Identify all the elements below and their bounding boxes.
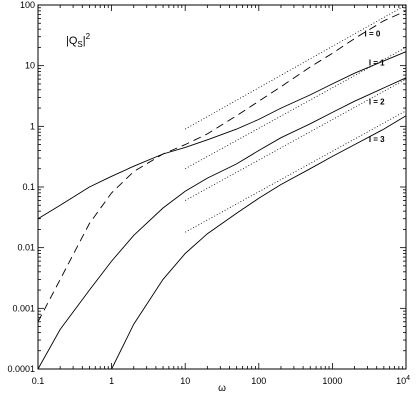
x-tick-label: 1000 — [322, 376, 342, 386]
x-tick-label: 0.1 — [32, 376, 45, 386]
x-tick-label: 1 — [109, 376, 114, 386]
y-tick-label: 0.001 — [12, 303, 35, 313]
series-label: l = 3 — [369, 135, 385, 144]
series-label: l = 1 — [369, 59, 385, 68]
x-tick-label: 104 — [396, 375, 410, 386]
x-tick-label: 100 — [251, 376, 266, 386]
y-tick-label: 100 — [20, 0, 35, 10]
y-tick-label: 0.1 — [22, 182, 35, 192]
series-line — [37, 77, 407, 370]
asymptote-line — [185, 110, 407, 233]
series-label: l = 0 — [365, 30, 381, 39]
axis-ticks — [37, 4, 407, 370]
x-axis-title: ω — [218, 383, 226, 394]
series-lines — [37, 10, 407, 370]
plot-frame — [37, 4, 407, 370]
y-annotation: |QS|2 — [66, 32, 91, 49]
y-tick-label: 0.01 — [17, 243, 35, 253]
y-tick-label: 1 — [30, 121, 35, 131]
asymptote-lines — [185, 4, 407, 233]
series-line — [111, 115, 407, 370]
y-tick-label: 0.0001 — [7, 364, 35, 374]
asymptote-line — [185, 4, 407, 130]
tick-labels: 0.1 1 10 100 1000 104 0.0001 0.001 0.01 0.1 1 10 100… — [7, 0, 410, 386]
series-line — [37, 51, 407, 220]
series-line — [37, 10, 407, 323]
x-tick-label: 10 — [180, 376, 190, 386]
series-label: l = 2 — [369, 97, 385, 106]
y-tick-label: 10 — [25, 61, 35, 71]
